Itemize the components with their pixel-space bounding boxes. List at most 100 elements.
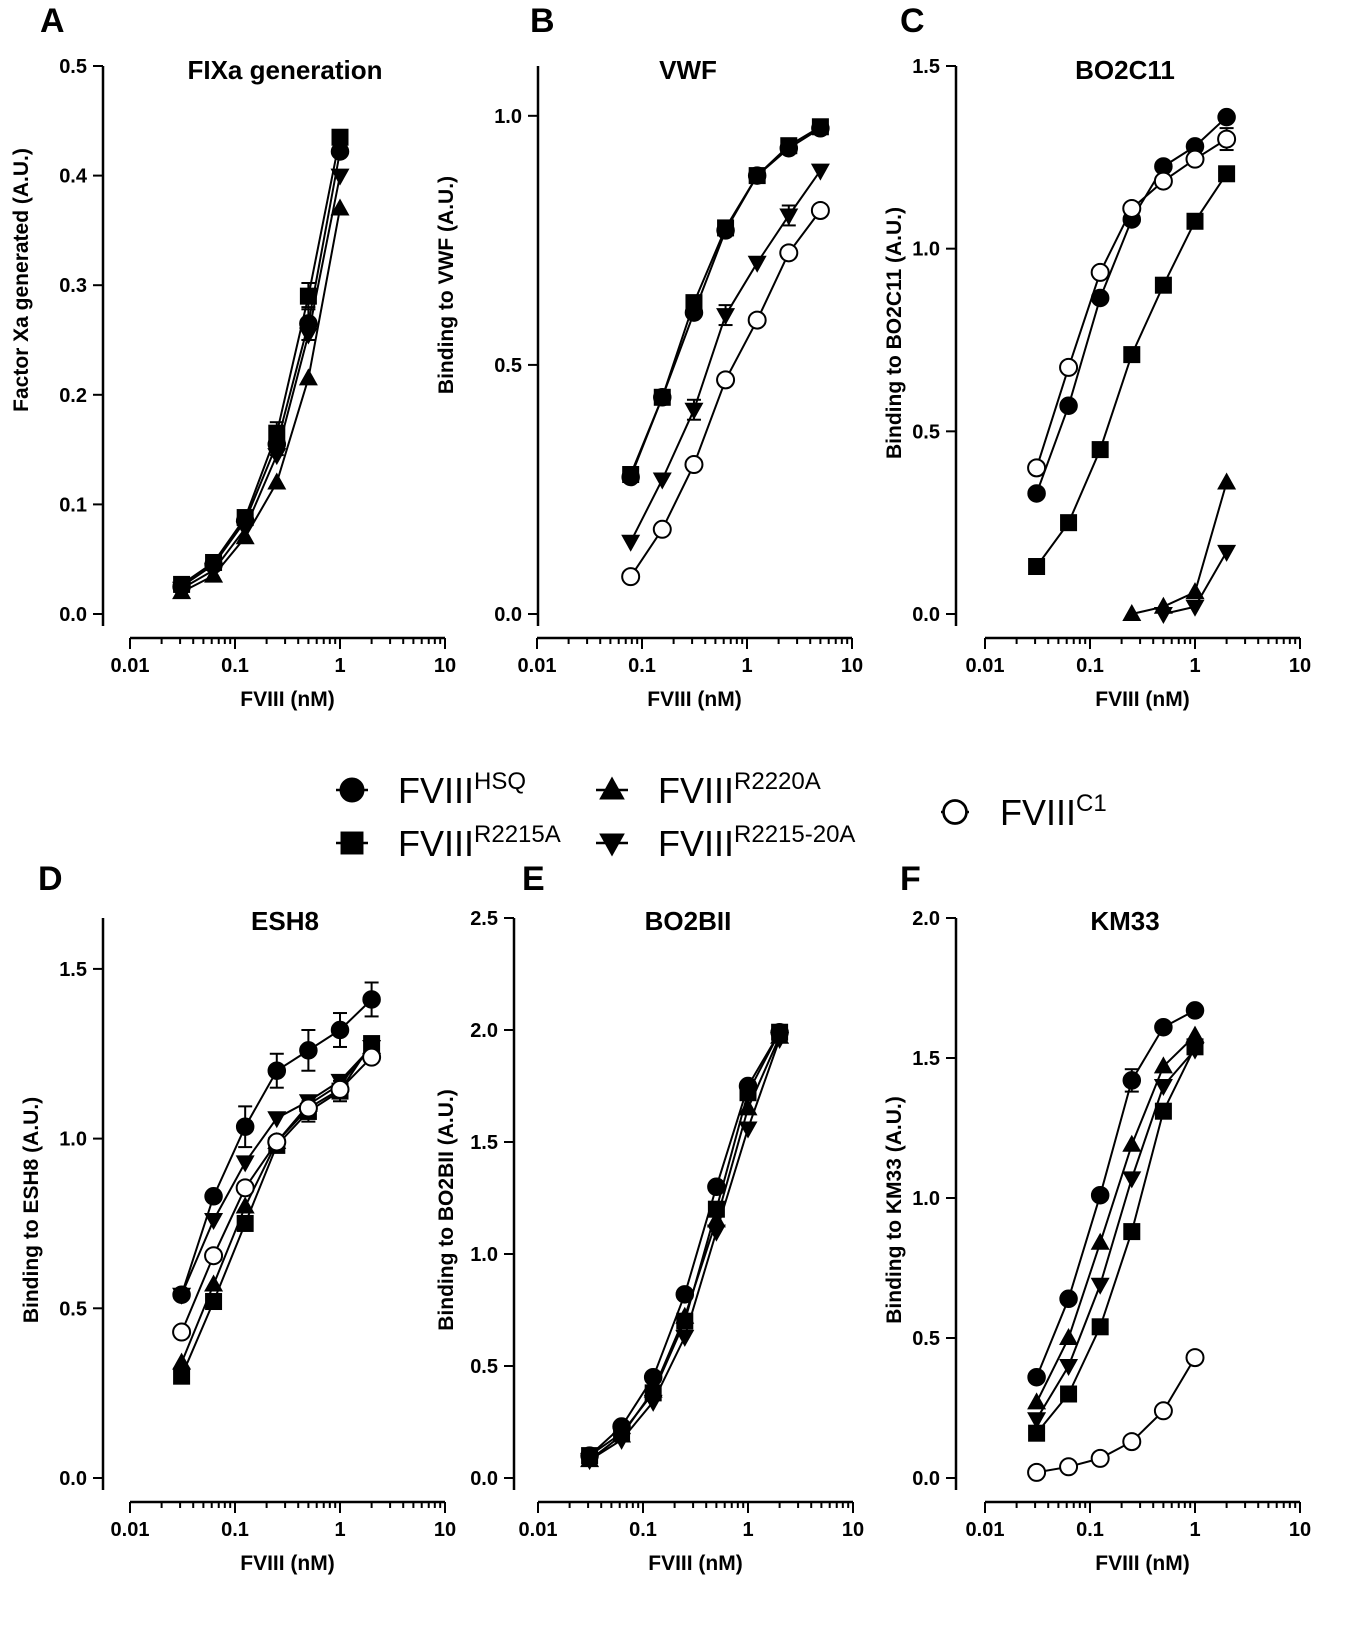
- legend-label: FVIIIR2215-20A: [658, 821, 855, 864]
- y-tick-label: 1.0: [59, 1129, 87, 1151]
- x-tick-label: 1: [1189, 1519, 1200, 1541]
- x-tick-label: 1: [741, 655, 752, 677]
- y-axis-label: Binding to VWF (A.U.): [435, 176, 458, 394]
- series-triangle-down-filled: [580, 1031, 790, 1471]
- y-axis-label: Factor Xa generated (A.U.): [10, 148, 33, 412]
- panel-letter: B: [530, 2, 555, 40]
- legend-label-superscript: R2215-20A: [734, 821, 855, 848]
- data-point: [622, 466, 640, 484]
- data-point: [1091, 441, 1109, 459]
- legend-label: FVIIIR2215A: [398, 821, 561, 864]
- legend-label-superscript: R2220A: [734, 768, 821, 795]
- data-point: [653, 388, 671, 406]
- data-point: [1059, 357, 1079, 377]
- data-point: [1027, 458, 1047, 478]
- data-point: [1059, 1359, 1079, 1376]
- y-tick-label: 0.3: [59, 275, 87, 297]
- data-point: [716, 370, 736, 390]
- data-point: [267, 472, 287, 490]
- data-point: [299, 1041, 318, 1060]
- x-tick-label: 10: [1289, 655, 1311, 677]
- data-point: [779, 243, 799, 263]
- data-point: [172, 581, 192, 599]
- x-tick-label: 0.1: [1076, 655, 1104, 677]
- y-tick-label: 2.5: [470, 908, 498, 930]
- data-point: [1060, 514, 1078, 532]
- data-point: [1154, 1017, 1173, 1037]
- data-point: [810, 163, 830, 181]
- data-point: [298, 1098, 318, 1118]
- data-point: [235, 521, 255, 539]
- legend-label-base: FVIII: [1000, 792, 1076, 833]
- data-point: [235, 1178, 255, 1198]
- series-square-filled: [173, 128, 349, 593]
- data-point: [1154, 1102, 1172, 1120]
- x-axis-label: FVIII (nM): [1095, 688, 1189, 711]
- x-tick-label: 0.01: [519, 1519, 558, 1541]
- x-tick-label: 0.01: [518, 655, 557, 677]
- series-line: [1035, 138, 1228, 469]
- chart-title: BO2C11: [1075, 55, 1175, 85]
- data-point: [1154, 276, 1172, 294]
- data-point: [1123, 1223, 1141, 1241]
- x-tick-label: 0.1: [628, 655, 656, 677]
- data-point: [1123, 346, 1141, 364]
- y-axis-label: Binding to BO2C11 (A.U.): [883, 207, 906, 459]
- data-point: [330, 198, 350, 216]
- data-point: [362, 990, 381, 1009]
- y-tick-label: 0.0: [59, 1468, 87, 1490]
- series-circle-open: [172, 1047, 382, 1342]
- series-line: [1035, 116, 1228, 494]
- series-line: [629, 127, 821, 478]
- data-point: [235, 1155, 255, 1173]
- panel-letter: C: [900, 2, 925, 40]
- x-tick-label: 1: [334, 655, 345, 677]
- data-point: [716, 308, 736, 326]
- data-point: [748, 167, 766, 185]
- data-point: [1218, 165, 1236, 183]
- series-line: [588, 1036, 781, 1461]
- y-tick-label: 0.0: [59, 604, 87, 626]
- data-point: [1027, 1412, 1047, 1430]
- data-point: [621, 567, 641, 587]
- data-point: [779, 208, 799, 226]
- data-point: [267, 448, 287, 466]
- y-tick-label: 1.5: [912, 1048, 940, 1070]
- legend-label-superscript: C1: [1076, 790, 1107, 817]
- data-point: [1027, 1462, 1047, 1482]
- legend-label-base: FVIII: [658, 770, 734, 811]
- x-axis-label: FVIII (nM): [1095, 1552, 1189, 1575]
- series-circle-filled: [621, 119, 830, 487]
- chart-title: VWF: [659, 55, 717, 85]
- y-tick-label: 2.0: [470, 1020, 498, 1042]
- data-point: [204, 1246, 224, 1266]
- data-point: [1122, 198, 1142, 218]
- x-tick-label: 0.01: [111, 655, 150, 677]
- x-tick-label: 0.1: [221, 1519, 249, 1541]
- series-circle-filled: [1027, 1001, 1205, 1387]
- data-point: [1027, 1367, 1046, 1387]
- series-triangle-down-filled: [1153, 544, 1237, 624]
- data-point: [1027, 484, 1046, 503]
- data-point: [1153, 607, 1173, 624]
- data-point: [675, 1329, 695, 1347]
- x-tick-label: 10: [842, 1519, 864, 1541]
- data-point: [652, 519, 672, 539]
- data-point: [580, 1453, 600, 1471]
- data-point: [1185, 1001, 1205, 1020]
- data-point: [1185, 582, 1205, 600]
- x-axis-label: FVIII (nM): [647, 688, 741, 711]
- data-point: [612, 1432, 632, 1450]
- data-point: [298, 368, 318, 386]
- legend-label-base: FVIII: [398, 770, 474, 811]
- data-point: [1060, 1385, 1078, 1403]
- y-tick-label: 0.0: [912, 604, 940, 626]
- series-circle-filled: [172, 142, 350, 596]
- y-tick-label: 1.0: [912, 239, 940, 261]
- data-point: [267, 1061, 287, 1080]
- legend-label-base: FVIII: [658, 823, 734, 864]
- legend-marker: [339, 777, 365, 803]
- data-point: [706, 1210, 726, 1228]
- data-point: [1059, 1457, 1079, 1477]
- data-point: [1185, 149, 1205, 169]
